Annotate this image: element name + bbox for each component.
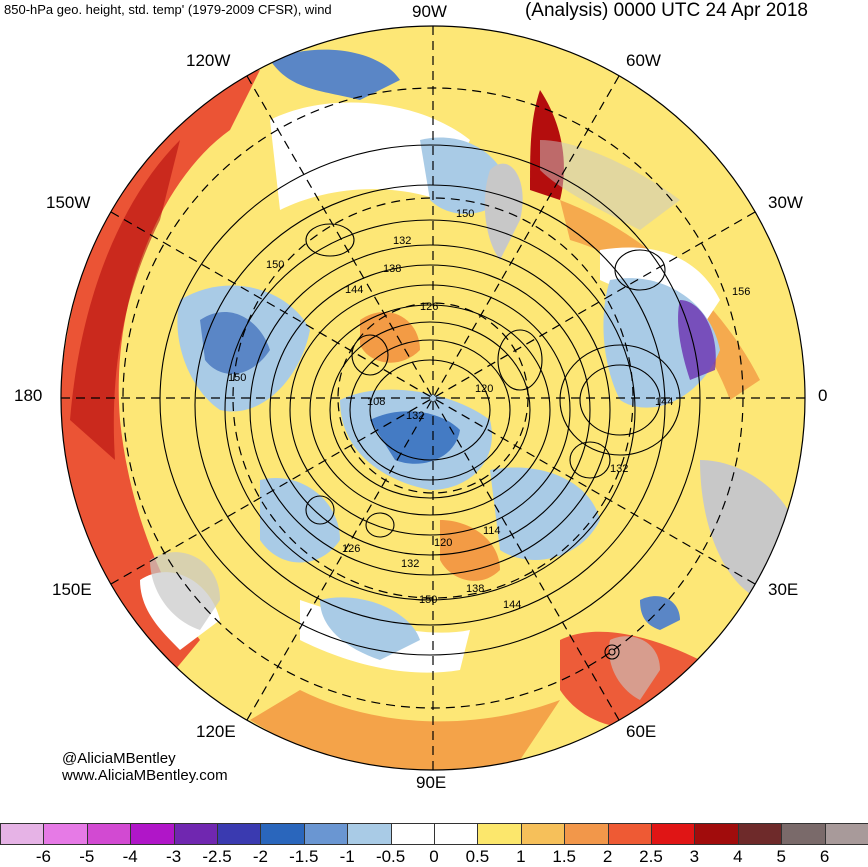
contour-label: 150 [456,208,474,220]
colorbar-swatch [303,823,349,845]
contour-label: 144 [345,284,363,296]
colorbar-swatch [86,823,132,845]
contour-label: 132 [610,463,628,475]
colorbar-swatch [390,823,435,845]
lon-label-30w: 30W [768,193,803,212]
colorbar-swatch [347,823,392,845]
contour-label: 108 [367,396,385,408]
colorbar-tick-label: 2.5 [639,847,663,866]
contour-label: 150 [419,594,437,606]
contour-label: 126 [342,543,360,555]
colorbar-swatch [130,823,175,845]
colorbar: -6 -5 -4 -3 -2.5 -2 -1.5 -1 -0.5 0 0.5 1 1.5 2 2.5 3 4 5 6 [0,823,868,866]
colorbar-swatch [607,823,652,845]
colorbar-tick-label: -2 [252,847,268,866]
colorbar-swatch [694,823,739,845]
lon-label-60w: 60W [626,51,661,70]
contour-label: 138 [466,583,484,595]
colorbar-tick-label: 2 [602,847,613,866]
colorbar-tick-label: 1.5 [552,847,577,866]
analysis-time: (Analysis) 0000 UTC 24 Apr 2018 [524,0,808,21]
colorbar-swatch [260,823,305,845]
colorbar-tick-label: 0.5 [465,847,490,866]
contour-labels: 150 132 138 144 126 150 156 120 108 132 … [228,208,750,611]
colorbar-tick-label: -2.5 [202,847,232,866]
lon-label-30e: 30E [768,580,799,599]
colorbar-tick-label: 0 [429,847,439,866]
contour-label: 132 [406,410,424,422]
colorbar-swatch [434,823,479,845]
colorbar-tick-label: -1 [339,847,355,866]
colorbar-swatch [43,823,88,845]
polar-map: 150 132 138 144 126 150 156 120 108 132 … [60,25,806,771]
lon-label-0: 0 [818,386,828,405]
contour-label: 114 [483,525,501,537]
lon-label-180: 180 [14,386,43,405]
colorbar-swatch [173,823,218,845]
colorbar-tick-label: 5 [776,847,786,866]
credit-website: www.AliciaMBentley.com [62,767,228,784]
map-title: 850-hPa geo. height, std. temp' (1979-20… [4,2,332,17]
colorbar-tick-label: -1.5 [289,847,319,866]
colorbar-tick-label: 1 [516,847,526,866]
lon-label-150w: 150W [46,193,91,212]
lon-label-150e: 150E [52,580,92,599]
credit-block: @AliciaMBentley www.AliciaMBentley.com [62,750,228,784]
colorbar-tick-label: 6 [819,847,830,866]
colorbar-tick-label: -5 [79,847,95,866]
contour-label: 150 [266,259,284,271]
lon-label-60e: 60E [626,722,657,741]
lon-label-90e: 90E [416,773,447,792]
contour-label: 144 [503,599,521,611]
colorbar-tick-label: -4 [122,847,138,866]
colorbar-swatch [781,823,826,845]
credit-handle: @AliciaMBentley [62,750,176,767]
colorbar-tick-label: 4 [733,847,743,866]
contour-label: 132 [393,235,411,247]
colorbar-tick-label: 3 [689,847,700,866]
lon-label-90w: 90W [412,2,447,21]
temperature-anomaly-field [61,26,805,770]
colorbar-tick-label: -6 [35,847,51,866]
colorbar-swatch [651,823,696,845]
graticule [61,26,805,770]
contour-label: 144 [655,396,673,408]
colorbar-swatch [477,823,522,845]
colorbar-swatch [0,823,45,845]
contour-label: 150 [228,372,246,384]
contour-label: 156 [732,286,750,298]
map-boundary [60,25,806,771]
contour-label: 126 [420,301,438,313]
height-contours [159,144,701,660]
colorbar-swatch [520,823,566,845]
colorbar-swatch [824,823,868,845]
colorbar-swatch [217,823,262,845]
lon-label-120e: 120E [196,722,236,741]
contour-label: 120 [475,383,493,395]
colorbar-tick-label: -0.5 [375,847,406,866]
contour-label: 138 [383,263,401,275]
lon-label-120w: 120W [186,51,231,70]
colorbar-swatch [737,823,783,845]
contour-label: 120 [434,537,452,549]
colorbar-swatch [564,823,609,845]
colorbar-tick-label: -3 [166,847,182,866]
contour-label: 132 [401,558,419,570]
